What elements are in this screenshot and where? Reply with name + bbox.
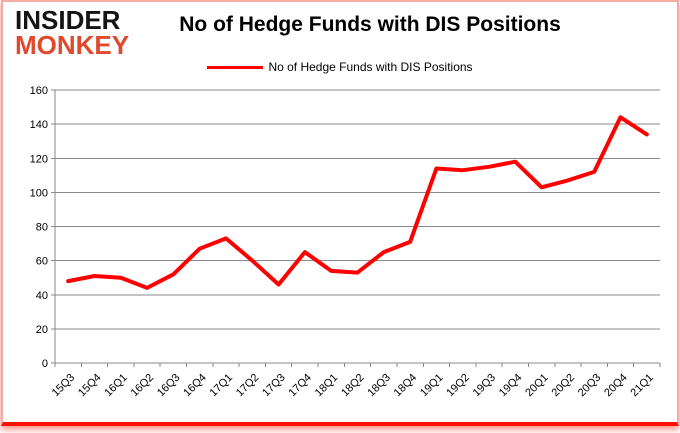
line-chart-canvas: 02040608010012014016015Q315Q416Q116Q216Q… [30,85,661,400]
logo-text-monkey: MONKEY [15,29,130,60]
x-tick-label: 20Q1 [523,372,551,400]
x-tick-label: 15Q4 [76,372,104,400]
data-series-line [66,115,649,290]
x-tick-label: 17Q4 [286,372,314,400]
chart-title: No of Hedge Funds with DIS Positions [179,13,561,36]
x-tick-label: 20Q3 [576,372,604,400]
y-tick-label: 160 [30,85,48,97]
y-tick-label: 20 [36,324,48,336]
x-tick-label: 18Q2 [339,372,367,400]
legend-label: No of Hedge Funds with DIS Positions [268,60,473,74]
y-tick-label: 100 [30,187,48,199]
x-tick-label: 18Q1 [313,372,341,400]
x-tick-label: 19Q4 [497,372,525,400]
insider-monkey-logo: INSIDER MONKEY [15,5,130,60]
y-tick-label: 0 [42,358,48,370]
y-tick-label: 140 [30,119,48,131]
x-tick-label: 16Q1 [102,372,130,400]
logo-text-insider: INSIDER [15,5,121,35]
x-tick-label: 19Q2 [444,372,472,400]
x-tick-label: 16Q3 [155,372,183,400]
x-tick-label: 19Q1 [418,372,446,400]
x-tick-label: 20Q4 [602,372,630,400]
y-tick-label: 40 [36,290,48,302]
x-tick-label: 16Q2 [129,372,157,400]
y-tick-label: 60 [36,256,48,268]
x-tick-label: 17Q3 [260,372,288,400]
x-tick-label: 16Q4 [181,372,209,400]
y-tick-label: 120 [30,153,48,165]
legend: No of Hedge Funds with DIS Positions [3,60,677,74]
legend-line-swatch [207,65,264,69]
y-tick-label: 80 [36,222,48,234]
x-tick-label: 18Q4 [392,372,420,400]
x-tick-label: 18Q3 [365,372,393,400]
x-tick-label: 17Q1 [208,372,236,400]
x-tick-label: 19Q3 [471,372,499,400]
x-tick-label: 17Q2 [234,372,262,400]
x-tick-label: 21Q1 [628,372,656,400]
x-tick-label: 15Q3 [50,372,78,400]
x-tick-label: 20Q2 [550,372,578,400]
